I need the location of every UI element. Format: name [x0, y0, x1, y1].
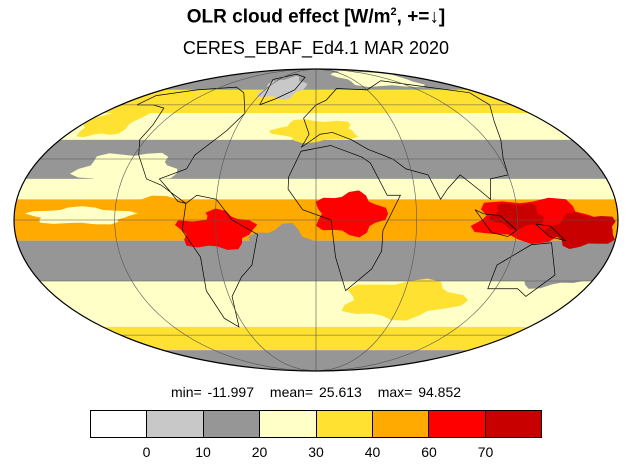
cloud-patch-13	[257, 76, 308, 100]
map-subtitle: CERES_EBAF_Ed4.1 MAR 2020	[182, 38, 450, 58]
stat-max: max= 94.852	[377, 384, 462, 400]
meridian-line	[315, 69, 417, 371]
cloud-patch-14	[341, 278, 469, 321]
colorbar-swatch-5	[372, 411, 430, 437]
colorbar	[90, 410, 542, 438]
colorbar-tick-label: 60	[421, 444, 437, 460]
cloud-patch-9	[69, 152, 178, 188]
colorbar-swatch-7	[485, 411, 541, 437]
colorbar-tick-label: 30	[308, 444, 324, 460]
coastline-4	[487, 242, 556, 297]
cloud-patch-7	[248, 223, 320, 279]
colorbar-swatch-4	[316, 411, 373, 437]
colorbar-tick-label: 70	[477, 444, 494, 460]
cloud-patch-10	[269, 119, 359, 144]
stat-mean: mean= 25.613	[269, 384, 362, 400]
cloud-patch-1	[315, 190, 389, 238]
coastline-2	[300, 80, 509, 201]
meridian-line	[215, 69, 317, 371]
cloud-patch-16	[506, 254, 594, 289]
meridian-line	[315, 69, 518, 371]
colorbar-tick-label: 40	[364, 444, 381, 460]
colorbar-swatch-3	[260, 411, 317, 437]
colorbar-swatch-1	[147, 411, 204, 437]
map-statistics: min= -11.997 mean= 25.613 max= 94.852	[0, 384, 632, 400]
mollweide-map	[13, 68, 619, 372]
cloud-patch-8	[376, 141, 479, 178]
stat-min: min= -11.997	[170, 384, 255, 400]
colorbar-tick-label: 20	[251, 444, 268, 460]
graticule-layer	[14, 69, 618, 371]
cloud-patch-3	[488, 203, 544, 231]
coastlines-layer	[136, 73, 567, 328]
colorbar-swatch-0	[91, 411, 148, 437]
map-title: OLR cloud effect [W/m2, +=↓]	[186, 6, 446, 28]
colorbar-tick-label: 0	[142, 444, 151, 460]
colorbar-tick-label: 10	[195, 444, 211, 460]
meridian-line	[114, 69, 317, 371]
colorbar-swatch-6	[429, 411, 486, 437]
coastline-3	[287, 145, 401, 292]
cloud-patch-11	[76, 106, 150, 138]
globe-outline	[13, 68, 619, 372]
coastline-0	[136, 86, 246, 204]
cloud-patch-5	[108, 195, 218, 223]
colorbar-swatch-2	[203, 411, 261, 437]
coastline-5	[259, 73, 306, 106]
coastline-7	[535, 223, 567, 242]
coastline-1	[181, 194, 258, 328]
